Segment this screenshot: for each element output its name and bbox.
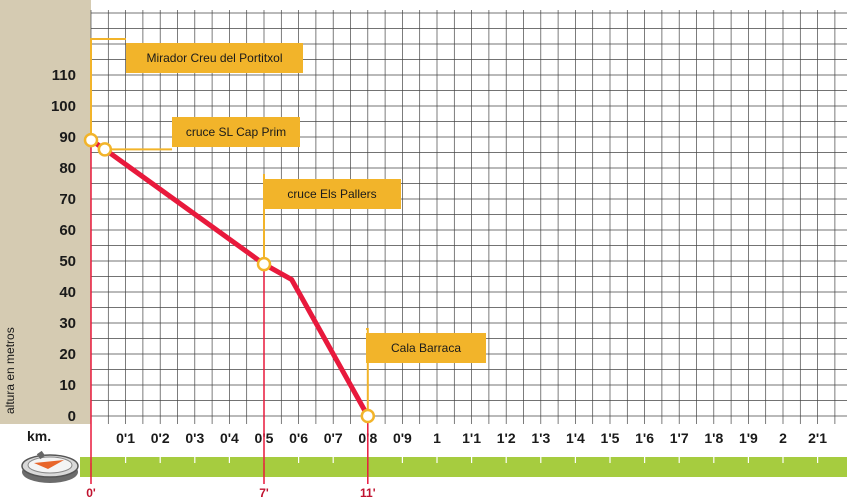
y-tick-label: 50 bbox=[59, 253, 76, 270]
x-tick-label: 1'6 bbox=[635, 430, 654, 446]
waypoint-label-box bbox=[263, 179, 401, 209]
x-tick-label: 2'1 bbox=[808, 430, 827, 446]
waypoint-marker bbox=[360, 408, 376, 424]
time-marker-label: 11' bbox=[360, 486, 376, 500]
y-tick-label: 60 bbox=[59, 222, 76, 239]
x-tick-label: 0'4 bbox=[220, 430, 239, 446]
y-axis-panel bbox=[0, 0, 91, 424]
waypoint-connector bbox=[90, 38, 126, 141]
x-tick-label: 1'9 bbox=[739, 430, 758, 446]
x-tick-label: 1'8 bbox=[704, 430, 723, 446]
ground-strip bbox=[80, 457, 847, 477]
y-tick-label: 70 bbox=[59, 191, 76, 208]
x-tick-label: 0'9 bbox=[393, 430, 412, 446]
y-tick-label: 10 bbox=[59, 377, 76, 394]
waypoint-connectors bbox=[90, 38, 369, 416]
waypoint-label: Mirador Creu del Portitxol bbox=[146, 51, 282, 65]
waypoint-marker bbox=[97, 142, 113, 157]
y-tick-label: 80 bbox=[59, 160, 76, 177]
y-axis-label: altura en metros bbox=[3, 327, 17, 414]
waypoint-markers bbox=[83, 132, 376, 424]
y-tick-label: 100 bbox=[51, 98, 76, 115]
waypoint-label-box bbox=[366, 333, 486, 363]
waypoint-label-box bbox=[126, 43, 303, 73]
x-tick-label: 1'3 bbox=[531, 430, 550, 446]
x-tick-label: 0'1 bbox=[116, 430, 135, 446]
time-marker-lines bbox=[90, 140, 369, 484]
waypoint-marker bbox=[256, 256, 272, 272]
x-tick-label: 0'7 bbox=[324, 430, 343, 446]
y-ticks: 0 10 20 30 40 50 60 70 80 90 100 110 bbox=[51, 67, 76, 425]
x-tick-label: 0'3 bbox=[185, 430, 204, 446]
waypoint-label-box bbox=[172, 117, 300, 147]
x-tick-label: 1'7 bbox=[670, 430, 689, 446]
x-ticks: 0'1 0'2 0'3 0'4 0'5 0'6 0'7 0'8 0'9 1 1'1 1'2 1'3 1'4… bbox=[116, 430, 827, 446]
waypoint-marker bbox=[83, 132, 99, 148]
x-tick-label: 1'1 bbox=[462, 430, 481, 446]
x-tick-label: 1'5 bbox=[601, 430, 620, 446]
x-tick-label: 2 bbox=[779, 430, 787, 446]
x-tick-label: 0'6 bbox=[289, 430, 308, 446]
y-tick-label: 40 bbox=[59, 284, 76, 301]
y-tick-label: 30 bbox=[59, 315, 76, 332]
x-tick-label: 0'2 bbox=[151, 430, 170, 446]
time-marker-label: 7' bbox=[259, 486, 269, 500]
time-marker-label: 0' bbox=[86, 486, 96, 500]
waypoint-labels: Mirador Creu del Portitxol cruce SL Cap P… bbox=[126, 43, 486, 363]
x-tick-label: 1'4 bbox=[566, 430, 585, 446]
waypoint-connector bbox=[366, 328, 369, 416]
waypoint-connector bbox=[263, 174, 265, 265]
waypoint-label: cruce Els Pallers bbox=[287, 187, 376, 201]
x-axis-label: km. bbox=[27, 428, 51, 444]
y-tick-label: 20 bbox=[59, 346, 76, 363]
y-tick-label: 0 bbox=[68, 408, 76, 425]
y-tick-label: 90 bbox=[59, 129, 76, 146]
time-labels: 0' 7' 11' bbox=[86, 486, 375, 500]
waypoint-label: cruce SL Cap Prim bbox=[186, 125, 286, 139]
y-tick-label: 110 bbox=[52, 67, 76, 84]
compass-icon bbox=[21, 450, 79, 483]
x-tick-label: 1'2 bbox=[497, 430, 516, 446]
x-tick-label: 1 bbox=[433, 430, 441, 446]
waypoint-label: Cala Barraca bbox=[391, 341, 461, 355]
